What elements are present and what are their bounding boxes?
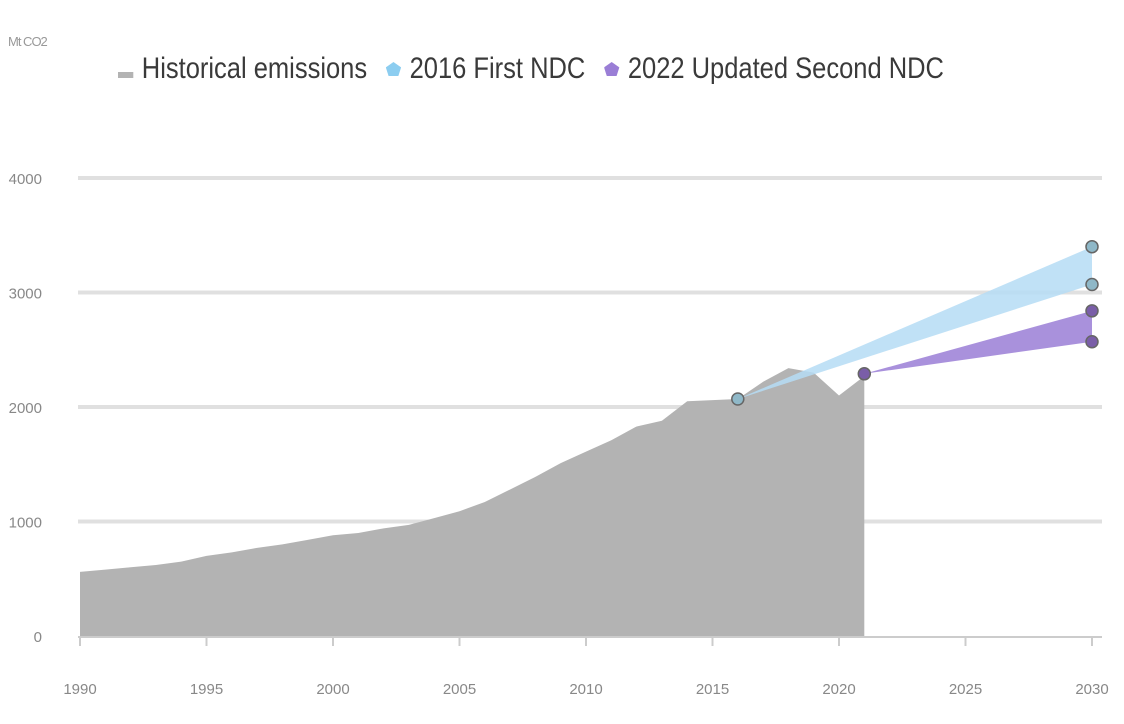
legend-label: Historical emissions [141, 52, 368, 85]
x-tick-label: 2020 [822, 681, 855, 698]
legend-label: 2022 Updated Second NDC [627, 52, 944, 85]
legend-item-historical[interactable]: Historical emissions [118, 52, 367, 86]
second-ndc-marker [857, 367, 872, 381]
first-ndc-marker [731, 392, 745, 406]
legend-item-second-ndc[interactable]: 2022 Updated Second NDC [604, 52, 944, 86]
y-tick-label: 2000 [9, 400, 42, 417]
legend-dash-icon [118, 72, 134, 78]
y-tick-label: 0 [34, 629, 42, 646]
x-tick-label: 2025 [949, 681, 982, 698]
legend-pentagon-icon [385, 62, 402, 76]
y-tick-label: 4000 [9, 171, 42, 188]
x-tick-label: 2005 [443, 681, 476, 698]
x-tick-label: 1990 [63, 681, 96, 698]
historical-emissions-area [80, 368, 865, 636]
second-ndc-marker [1085, 304, 1099, 318]
first-ndc-marker [1085, 277, 1099, 292]
second-ndc-marker [1085, 334, 1099, 349]
y-tick-label: 1000 [9, 515, 42, 532]
x-tick-label: 1995 [190, 681, 223, 698]
y-tick-label: 3000 [9, 286, 42, 303]
x-tick-label: 2015 [696, 681, 729, 698]
legend-item-first-ndc[interactable]: 2016 First NDC [385, 52, 586, 86]
first-ndc-marker [1085, 239, 1099, 254]
x-tick-label: 2010 [569, 681, 602, 698]
legend-label: 2016 First NDC [409, 52, 586, 85]
legend-pentagon-icon [604, 62, 620, 76]
first-ndc-band [737, 246, 1092, 399]
chart-legend: Historical emissions 2016 First NDC 2022… [118, 52, 944, 86]
x-tick-label: 2000 [316, 681, 349, 698]
y-axis-unit-label: Mt CO2 [8, 34, 48, 49]
second-ndc-band [864, 310, 1092, 374]
x-tick-label: 2030 [1075, 681, 1108, 698]
